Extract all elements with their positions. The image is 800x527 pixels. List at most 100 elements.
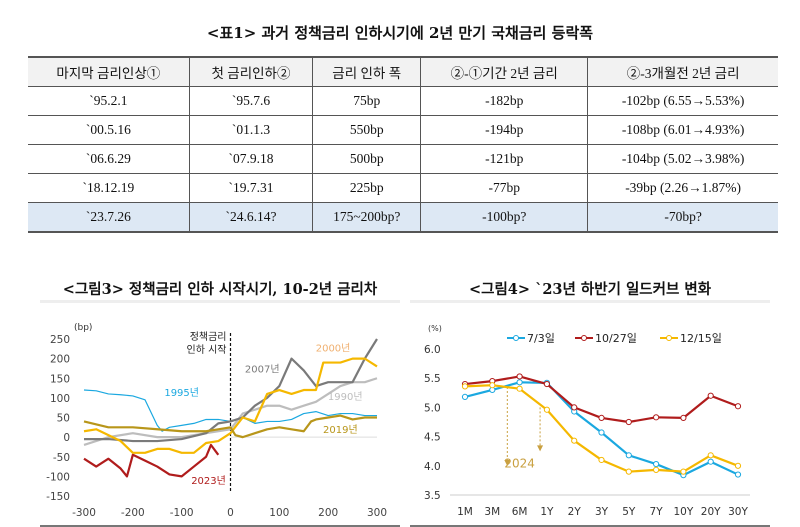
x-tick-label: 6M [512, 506, 528, 518]
x-tick-label: 1M [457, 506, 473, 518]
data-point [489, 382, 496, 389]
table-cell: 550bp [312, 115, 421, 145]
figure3-title: <그림3> 정책금리 인하 시작시기, 10-2년 금리차 [62, 281, 378, 298]
y-axis-unit: (bp) [74, 323, 92, 333]
data-point [625, 468, 632, 475]
y-tick-label: -100 [46, 471, 70, 483]
table-row: `06.6.29 `07.9.18 500bp -121bp -104bp (5.02→… [28, 144, 778, 174]
legend-label: 10/27일 [595, 331, 637, 345]
table-cell: `18.12.19 [28, 173, 190, 203]
x-tick-label: 3Y [595, 506, 609, 518]
y-tick-label: 150 [50, 373, 70, 385]
legend-marker [581, 335, 587, 341]
table-cell: -70bp? [587, 202, 778, 233]
x-tick-label: -300 [72, 507, 96, 519]
x-tick-label: 200 [318, 507, 338, 519]
y-tick-label: 5.0 [424, 402, 441, 414]
series-line [83, 389, 377, 432]
data-point [543, 380, 550, 388]
table-cell: -194bp [420, 115, 588, 145]
arrow-head-icon [504, 459, 511, 466]
x-tick-label: 300 [367, 507, 387, 519]
y-tick-label: 4.5 [424, 432, 441, 444]
table-cell: 175~200bp? [312, 202, 421, 233]
table-row: `18.12.19 `19.7.31 225bp -77bp -39bp (2.26→1… [28, 173, 778, 203]
data-point [461, 393, 469, 400]
x-tick-label: 10Y [674, 506, 694, 518]
data-point [707, 392, 714, 399]
table-cell: -121bp [420, 144, 588, 174]
table-cell: 500bp [312, 144, 421, 174]
y-tick-label: 200 [50, 354, 70, 366]
table-cell: -108bp (6.01→4.93%) [587, 115, 778, 145]
legend-marker [513, 335, 519, 341]
data-point [653, 466, 660, 473]
y-tick-label: -150 [46, 491, 70, 503]
series-line [83, 443, 220, 478]
x-tick-label: -100 [170, 507, 194, 519]
x-tick-label: 0 [227, 507, 234, 519]
y-tick-label: -50 [53, 452, 70, 464]
y-tick-label: 4.0 [424, 461, 441, 473]
figure3-chart: (bp) -150 -100 -50 0 50 100 150 200 250 -300 -200 -1… [40, 300, 400, 527]
data-point [653, 460, 660, 468]
series-line [83, 377, 378, 447]
table-cell: `06.6.29 [28, 144, 190, 174]
data-point [625, 418, 632, 426]
series-label: 2019년 [323, 424, 358, 436]
data-point [734, 403, 742, 410]
table-cell: `00.5.16 [28, 115, 190, 145]
series-label: 2000년 [316, 343, 351, 355]
x-tick-label: 2Y [568, 506, 582, 518]
x-tick-label: 1Y [540, 506, 554, 518]
y-tick-label: 6.0 [424, 344, 441, 356]
x-tick-label: -200 [121, 507, 145, 519]
y-tick-label: 5.5 [424, 373, 441, 385]
figure4-chart: (%) 3.5 4.0 4.5 5.0 5.5 6.0 1M 3M 6M 1Y 2Y 3Y 5Y 7Y 10Y… [410, 300, 770, 527]
data-point [516, 385, 523, 392]
y-tick-label: 50 [57, 413, 70, 425]
data-point [680, 414, 687, 422]
column-header: ②-①기간 2년 금리 [420, 56, 588, 87]
data-point [707, 452, 714, 459]
series-label: 2007년 [245, 363, 280, 375]
x-tick-label: 7Y [650, 506, 664, 518]
table-row: `00.5.16 `01.1.3 550bp -194bp -108bp (6.01→4… [28, 115, 778, 145]
legend-label: 7/3일 [527, 331, 555, 345]
arrow-head-icon [537, 445, 544, 452]
table-row: `23.7.26 `24.6.14? 175~200bp? -100bp? -70bp? [28, 202, 778, 233]
x-tick-label: 3M [484, 506, 500, 518]
x-tick-label: 100 [269, 507, 289, 519]
data-point [516, 379, 523, 386]
x-tick-label: 30Y [728, 506, 748, 518]
table-cell: 75bp [312, 86, 421, 116]
table-cell: -39bp (2.26→1.87%) [587, 173, 778, 203]
data-point [653, 414, 660, 421]
data-point [571, 437, 578, 444]
column-header: 금리 인하 폭 [312, 56, 421, 87]
rate-table: 마지막 금리인상① 첫 금리인하② 금리 인하 폭 ②-①기간 2년 금리 ②-3개월전… [28, 56, 778, 233]
data-point [543, 406, 550, 413]
column-header: 마지막 금리인상① [28, 56, 190, 87]
table-cell: `23.7.26 [28, 202, 190, 233]
legend-label: 12/15일 [680, 331, 722, 345]
data-point [598, 414, 605, 422]
data-point [625, 452, 632, 459]
table-cell: -77bp [420, 173, 588, 203]
data-point [707, 458, 714, 465]
table-cell: -104bp (5.02→3.98%) [587, 144, 778, 174]
table-row: `95.2.1 `95.7.6 75bp -182bp -102bp (6.55→5.5… [28, 86, 778, 116]
data-point [571, 404, 578, 411]
annotation-label: 2024 [504, 457, 535, 471]
data-point [516, 373, 523, 380]
y-tick-label: 250 [50, 334, 70, 346]
data-point [680, 468, 687, 475]
table-cell: 225bp [312, 173, 421, 203]
column-header: ②-3개월전 2년 금리 [587, 56, 778, 87]
table-cell: `24.6.14? [188, 202, 313, 233]
data-point [734, 462, 742, 469]
table-cell: -102bp (6.55→5.53%) [587, 86, 778, 116]
data-point [734, 471, 742, 478]
legend-marker [666, 335, 672, 341]
table-cell: -100bp? [420, 202, 588, 233]
